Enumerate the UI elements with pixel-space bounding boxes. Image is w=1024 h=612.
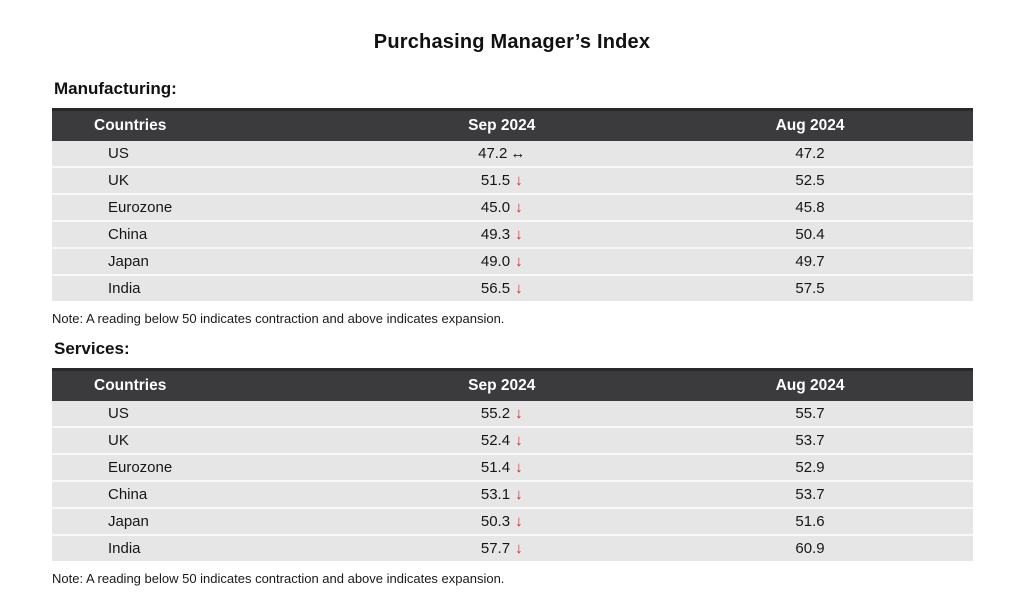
sep-value: 47.2 (478, 145, 508, 162)
aug-value-cell: 55.7 (647, 401, 973, 428)
aug-value-cell: 53.7 (647, 481, 973, 509)
sep-value: 50.3 (480, 513, 511, 530)
table-row-eurozone: Eurozone 45.0 ↓ 45.8 (52, 194, 973, 222)
table-row-uk: UK 52.4 ↓ 53.7 (52, 427, 973, 455)
table-row-japan: Japan 50.3 ↓ 51.6 (52, 508, 973, 536)
sep-value: 52.4 (480, 432, 511, 449)
aug-value-cell: 57.5 (647, 275, 973, 301)
country-cell: UK (52, 167, 357, 195)
down-arrow-icon: ↓ (515, 405, 523, 422)
sep-value: 56.5 (480, 280, 511, 297)
sep-value-cell: 57.7 ↓ (356, 535, 648, 561)
services-table: Countries Sep 2024 Aug 2024 US 55.2 ↓ 55.… (52, 368, 973, 561)
sep-value-cell: 56.5 ↓ (356, 275, 648, 301)
sep-value-cell: 52.4 ↓ (356, 427, 648, 455)
country-cell: Japan (52, 248, 357, 276)
sep-value-cell: 51.4 ↓ (356, 454, 648, 482)
aug-value-cell: 60.9 (647, 535, 973, 561)
table-row-us: US 55.2 ↓ 55.7 (52, 401, 973, 428)
aug-value-cell: 52.5 (647, 167, 973, 195)
table-row-japan: Japan 49.0 ↓ 49.7 (52, 248, 973, 276)
sep-value: 55.2 (480, 405, 511, 422)
header-countries: Countries (52, 368, 357, 401)
sep-value: 57.7 (480, 540, 511, 557)
table-row-uk: UK 51.5 ↓ 52.5 (52, 167, 973, 195)
down-arrow-icon: ↓ (515, 513, 523, 530)
sep-value-cell: 47.2 ↔ (356, 141, 648, 168)
header-sep-2024: Sep 2024 (356, 108, 648, 141)
country-cell: Eurozone (52, 194, 357, 222)
sep-value-cell: 50.3 ↓ (356, 508, 648, 536)
aug-value-cell: 49.7 (647, 248, 973, 276)
sep-value-cell: 45.0 ↓ (356, 194, 648, 222)
section-label-services: Services: (54, 339, 130, 358)
header-countries: Countries (52, 108, 357, 141)
sep-value-cell: 53.1 ↓ (356, 481, 648, 509)
country-cell: Eurozone (52, 454, 357, 482)
country-cell: Japan (52, 508, 357, 536)
table-row-china: China 53.1 ↓ 53.7 (52, 481, 973, 509)
sep-value: 49.0 (480, 253, 511, 270)
aug-value-cell: 51.6 (647, 508, 973, 536)
manufacturing-table: Countries Sep 2024 Aug 2024 US 47.2 ↔ 47.… (52, 108, 973, 301)
sep-value: 51.5 (480, 172, 511, 189)
sep-value: 51.4 (480, 459, 511, 476)
aug-value-cell: 50.4 (647, 221, 973, 249)
table-row-eurozone: Eurozone 51.4 ↓ 52.9 (52, 454, 973, 482)
header-sep-2024: Sep 2024 (356, 368, 648, 401)
aug-value-cell: 47.2 (647, 141, 973, 168)
sep-value-cell: 51.5 ↓ (356, 167, 648, 195)
country-cell: India (52, 535, 357, 561)
country-cell: China (52, 481, 357, 509)
sep-value: 53.1 (480, 486, 511, 503)
sep-value: 45.0 (480, 199, 511, 216)
down-arrow-icon: ↓ (515, 172, 523, 189)
country-cell: India (52, 275, 357, 301)
services-note: Note: A reading below 50 indicates contr… (52, 571, 505, 586)
aug-value-cell: 45.8 (647, 194, 973, 222)
country-cell: US (52, 401, 357, 428)
steady-arrow-icon: ↔ (510, 145, 526, 162)
country-cell: US (52, 141, 357, 168)
aug-value-cell: 53.7 (647, 427, 973, 455)
section-label-manufacturing: Manufacturing: (54, 79, 177, 98)
sep-value-cell: 55.2 ↓ (356, 401, 648, 428)
header-aug-2024: Aug 2024 (647, 368, 973, 401)
table-row-us: US 47.2 ↔ 47.2 (52, 141, 973, 168)
aug-value-cell: 52.9 (647, 454, 973, 482)
header-aug-2024: Aug 2024 (647, 108, 973, 141)
sep-value-cell: 49.0 ↓ (356, 248, 648, 276)
down-arrow-icon: ↓ (515, 432, 523, 449)
country-cell: UK (52, 427, 357, 455)
manufacturing-note: Note: A reading below 50 indicates contr… (52, 311, 505, 326)
table-header-row: Countries Sep 2024 Aug 2024 (52, 108, 973, 141)
down-arrow-icon: ↓ (515, 199, 523, 216)
table-row-india: India 56.5 ↓ 57.5 (52, 275, 973, 301)
table-header-row: Countries Sep 2024 Aug 2024 (52, 368, 973, 401)
down-arrow-icon: ↓ (515, 280, 523, 297)
table-row-china: China 49.3 ↓ 50.4 (52, 221, 973, 249)
down-arrow-icon: ↓ (515, 253, 523, 270)
sep-value-cell: 49.3 ↓ (356, 221, 648, 249)
country-cell: China (52, 221, 357, 249)
page-title: Purchasing Manager’s Index (373, 31, 651, 53)
down-arrow-icon: ↓ (515, 540, 523, 557)
table-row-india: India 57.7 ↓ 60.9 (52, 535, 973, 561)
down-arrow-icon: ↓ (515, 226, 523, 243)
sep-value: 49.3 (480, 226, 511, 243)
down-arrow-icon: ↓ (515, 486, 523, 503)
down-arrow-icon: ↓ (515, 459, 523, 476)
